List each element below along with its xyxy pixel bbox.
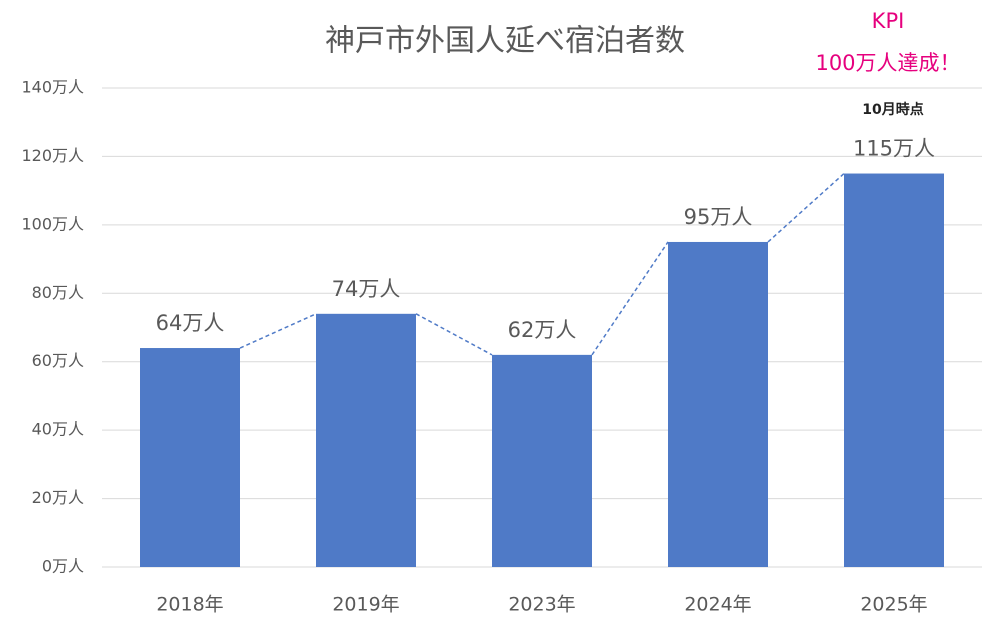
annotation: KPI	[872, 9, 905, 33]
x-tick-label: 2024年	[684, 594, 751, 616]
bar	[140, 348, 240, 567]
connector-line	[239, 313, 317, 349]
bar	[492, 354, 592, 567]
connector-line	[415, 313, 493, 356]
y-tick-label: 20万人	[32, 488, 84, 507]
value-label: 62万人	[508, 318, 577, 342]
annotation: 100万人達成！	[815, 51, 960, 75]
value-label: 95万人	[684, 205, 753, 229]
y-tick-label: 80万人	[32, 283, 84, 302]
bar	[316, 313, 416, 567]
bar	[844, 173, 944, 568]
value-label: 74万人	[332, 277, 401, 301]
annotation: 10月時点	[862, 101, 923, 118]
y-tick-label: 140万人	[21, 78, 84, 97]
x-tick-label: 2019年	[332, 594, 399, 616]
y-tick-label: 60万人	[32, 351, 84, 370]
value-label: 64万人	[156, 311, 225, 335]
chart-title: 神戸市外国人延べ宿泊者数	[325, 24, 685, 59]
y-tick-label: 40万人	[32, 420, 84, 439]
x-tick-label: 2025年	[860, 594, 927, 616]
y-tick-label: 0万人	[42, 557, 84, 576]
y-tick-label: 120万人	[21, 146, 84, 165]
x-tick-label: 2018年	[156, 594, 223, 616]
connector-line	[591, 241, 669, 356]
x-tick-label: 2023年	[508, 594, 575, 616]
value-label: 115万人	[853, 137, 935, 161]
y-tick-label: 100万人	[21, 214, 84, 233]
bar	[668, 241, 768, 567]
connector-line	[767, 172, 845, 243]
